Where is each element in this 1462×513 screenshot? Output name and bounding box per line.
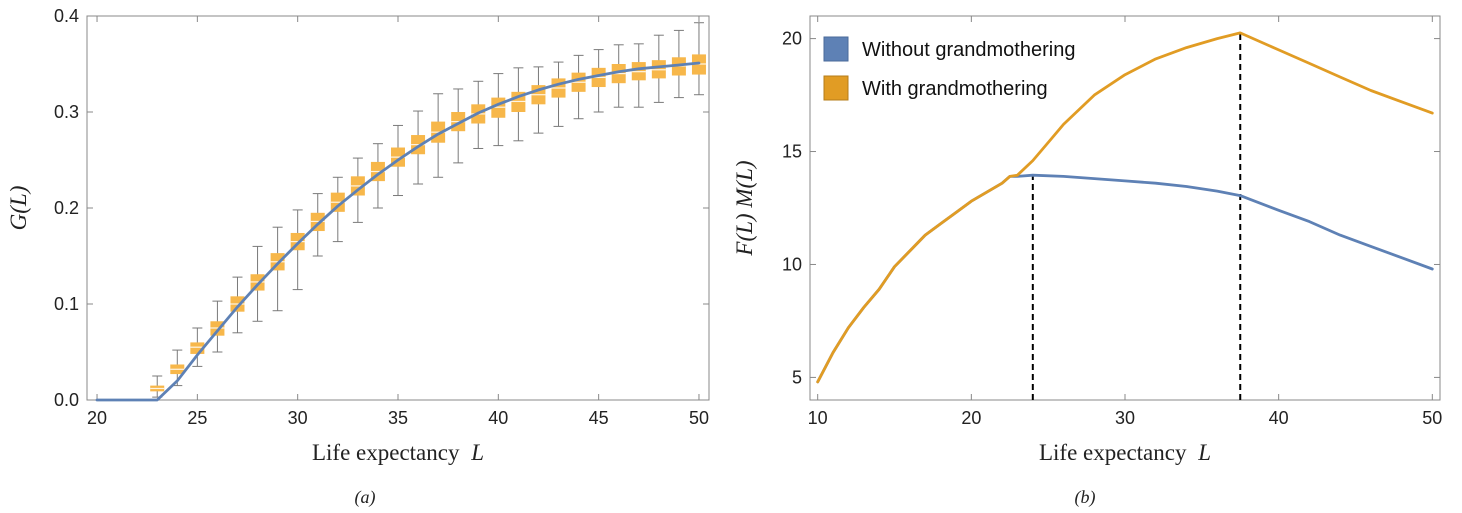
x-tick-label: 50	[689, 408, 709, 428]
panel-b: 10 20 30 40 50 5 10 15 20 Without grandmotherin…	[732, 15, 1442, 508]
legend-swatch-with	[823, 75, 849, 101]
legend-label-with: With grandmothering	[862, 78, 1048, 100]
panel-a-x-axis-label-text: Life expectancy	[312, 440, 460, 465]
panel-b-vertical-lines	[1031, 32, 1242, 400]
panel-b-x-axis-label: Life expectancy L	[1039, 440, 1211, 465]
panel-b-legend: Without grandmothering With grandmotheri…	[823, 36, 1075, 101]
x-tick-label: 30	[1115, 408, 1135, 428]
panel-b-x-axis-label-var: L	[1197, 440, 1211, 465]
x-tick-label: 35	[388, 408, 408, 428]
x-tick-label: 20	[961, 408, 981, 428]
panel-b-y-axis-label: F(L) M(L)	[732, 160, 757, 256]
x-tick-label: 40	[488, 408, 508, 428]
x-tick-label: 50	[1422, 408, 1442, 428]
panel-a-boxes	[150, 54, 706, 392]
panel-a-error-bars	[152, 22, 704, 398]
panel-a-x-axis-label-var: L	[470, 440, 484, 465]
y-tick-label: 0.2	[54, 198, 79, 218]
panel-b-y-ticks: 5 10 15 20	[782, 29, 1440, 387]
legend-label-without: Without grandmothering	[862, 39, 1075, 61]
panel-a-y-ticks: 0.0 0.1 0.2 0.3 0.4	[54, 6, 709, 410]
legend-swatch-without	[823, 36, 849, 62]
panel-a-x-ticks: 20 25 30 35 40 45 50	[87, 16, 709, 428]
panel-b-x-axis-label-text: Life expectancy	[1039, 440, 1187, 465]
y-tick-label: 0.1	[54, 294, 79, 314]
y-tick-label: 5	[792, 367, 802, 387]
panel-a-y-axis-label: G(L)	[6, 186, 31, 231]
x-tick-label: 25	[187, 408, 207, 428]
y-tick-label: 10	[782, 254, 802, 274]
y-tick-label: 0.4	[54, 6, 79, 26]
panel-b-caption: (b)	[1075, 487, 1096, 508]
x-tick-label: 10	[808, 408, 828, 428]
panel-a-lines	[95, 61, 701, 402]
g-curve-line	[95, 61, 701, 402]
y-tick-label: 15	[782, 142, 802, 162]
without-grandmothering-line	[816, 173, 1434, 384]
box	[190, 342, 205, 354]
y-tick-label: 0.0	[54, 390, 79, 410]
panel-b-lines	[816, 31, 1434, 384]
panel-a: 20 25 30 35 40 45 50 0.0 0.1 0.2 0.3 0.4 G(L) Life…	[6, 6, 710, 508]
panel-b-x-ticks: 10 20 30 40 50	[808, 16, 1442, 428]
y-tick-label: 20	[782, 29, 802, 49]
x-tick-label: 45	[589, 408, 609, 428]
x-tick-label: 40	[1269, 408, 1289, 428]
x-tick-label: 30	[288, 408, 308, 428]
panel-a-caption: (a)	[355, 487, 376, 508]
x-tick-label: 20	[87, 408, 107, 428]
with-grandmothering-line	[816, 31, 1434, 384]
panel-a-x-axis-label: Life expectancy L	[312, 440, 484, 465]
y-tick-label: 0.3	[54, 102, 79, 122]
